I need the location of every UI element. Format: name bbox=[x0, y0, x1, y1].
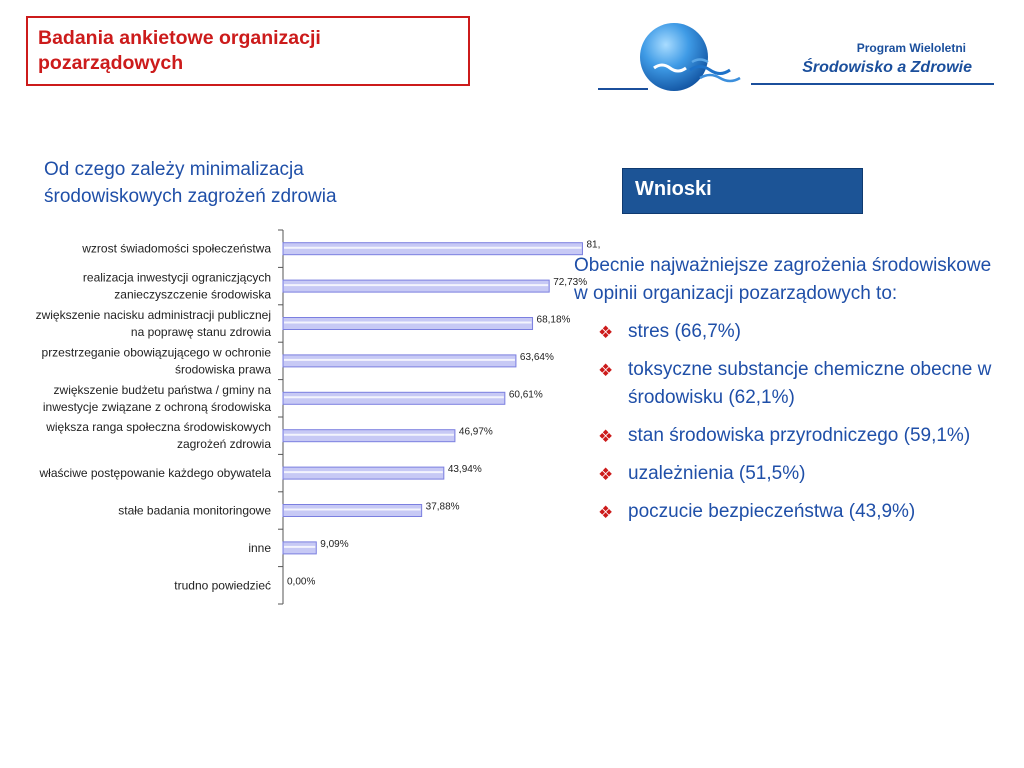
list-item: ❖ toksyczne substancje chemiczne obecne w… bbox=[598, 356, 994, 412]
bar-value-label: 9,09% bbox=[320, 539, 348, 550]
category-label: zwiększenie budżetu państwa / gminy na bbox=[54, 383, 272, 397]
category-label: stałe badania monitoringowe bbox=[118, 504, 271, 518]
category-label: inwestycje związane z ochroną środowiska bbox=[43, 400, 271, 414]
list-item: ❖ uzależnienia (51,5%) bbox=[598, 460, 994, 488]
diamond-bullet-icon: ❖ bbox=[598, 427, 614, 446]
conclusions-intro: Obecnie najważniejsze zagrożenia środowi… bbox=[574, 255, 992, 304]
bar-chart: 81,82% wzrost świadomości społeczeństwa 72… bbox=[36, 229, 600, 605]
bar-value-label: 37,88% bbox=[426, 502, 460, 513]
category-label: środowiska prawa bbox=[175, 362, 271, 376]
bar-value-label: 43,94% bbox=[448, 464, 482, 475]
bar bbox=[282, 279, 550, 293]
diamond-bullet-icon: ❖ bbox=[598, 465, 614, 484]
conclusions-panel: Obecnie najważniejsze zagrożenia środowi… bbox=[574, 252, 994, 536]
bar-value-label: 81,82% bbox=[586, 240, 600, 251]
list-item: ❖ stan środowiska przyrodniczego (59,1%) bbox=[598, 422, 994, 450]
bar-value-label: 0,00% bbox=[287, 576, 315, 587]
bar-value-label: 72,73% bbox=[553, 277, 587, 288]
title-box: Badania ankietowe organizacji pozarządow… bbox=[26, 16, 470, 86]
bar-value-label: 60,61% bbox=[509, 389, 543, 400]
category-label: właściwe postępowanie każdego obywatela bbox=[39, 466, 272, 480]
category-label: realizacja inwestycji ograniczjących bbox=[83, 271, 271, 285]
logo-program-name: Środowisko a Zdrowie bbox=[802, 59, 972, 76]
category-label: zwiększenie nacisku administracji public… bbox=[36, 308, 271, 322]
list-item-text: stres (66,7%) bbox=[628, 321, 741, 342]
list-item-text: poczucie bezpieczeństwa (43,9%) bbox=[628, 501, 916, 522]
conclusions-heading: Wnioski bbox=[622, 168, 863, 214]
category-label: inne bbox=[248, 541, 271, 555]
section-heading: Od czego zależy minimalizacja środowisko… bbox=[44, 159, 337, 207]
page-title: Badania ankietowe organizacji pozarządow… bbox=[38, 27, 321, 74]
category-label: na poprawę stanu zdrowia bbox=[131, 325, 271, 339]
category-label: trudno powiedzieć bbox=[174, 578, 271, 592]
bar bbox=[282, 541, 317, 555]
bar-value-label: 63,64% bbox=[520, 352, 554, 363]
category-label: zagrożeń zdrowia bbox=[177, 437, 271, 451]
category-label: zanieczyszczenie środowiska bbox=[114, 288, 271, 302]
list-item-text: uzależnienia (51,5%) bbox=[628, 463, 806, 484]
diamond-bullet-icon: ❖ bbox=[598, 361, 614, 380]
bar-value-label: 68,18% bbox=[537, 315, 571, 326]
bar bbox=[282, 429, 456, 443]
globe-waves-icon bbox=[598, 23, 994, 91]
list-item: ❖ poczucie bezpieczeństwa (43,9%) bbox=[598, 498, 994, 526]
list-item-text: toksyczne substancje chemiczne obecne w … bbox=[628, 359, 992, 408]
list-item: ❖ stres (66,7%) bbox=[598, 318, 994, 346]
conclusions-list: ❖ stres (66,7%) ❖ toksyczne substancje che… bbox=[574, 318, 994, 526]
category-label: większa ranga społeczna środowiskowych bbox=[45, 420, 271, 434]
list-item-text: stan środowiska przyrodniczego (59,1%) bbox=[628, 425, 971, 446]
category-label: przestrzeganie obowiązującego w ochronie bbox=[42, 345, 272, 359]
program-logo: Program Wieloletni Środowisko a Zdrowie bbox=[596, 22, 996, 92]
bar-value-label: 46,97% bbox=[459, 427, 493, 438]
diamond-bullet-icon: ❖ bbox=[598, 503, 614, 522]
category-label: wzrost świadomości społeczeństwa bbox=[81, 242, 271, 256]
diamond-bullet-icon: ❖ bbox=[598, 323, 614, 342]
logo-program-label: Program Wieloletni bbox=[856, 41, 966, 55]
